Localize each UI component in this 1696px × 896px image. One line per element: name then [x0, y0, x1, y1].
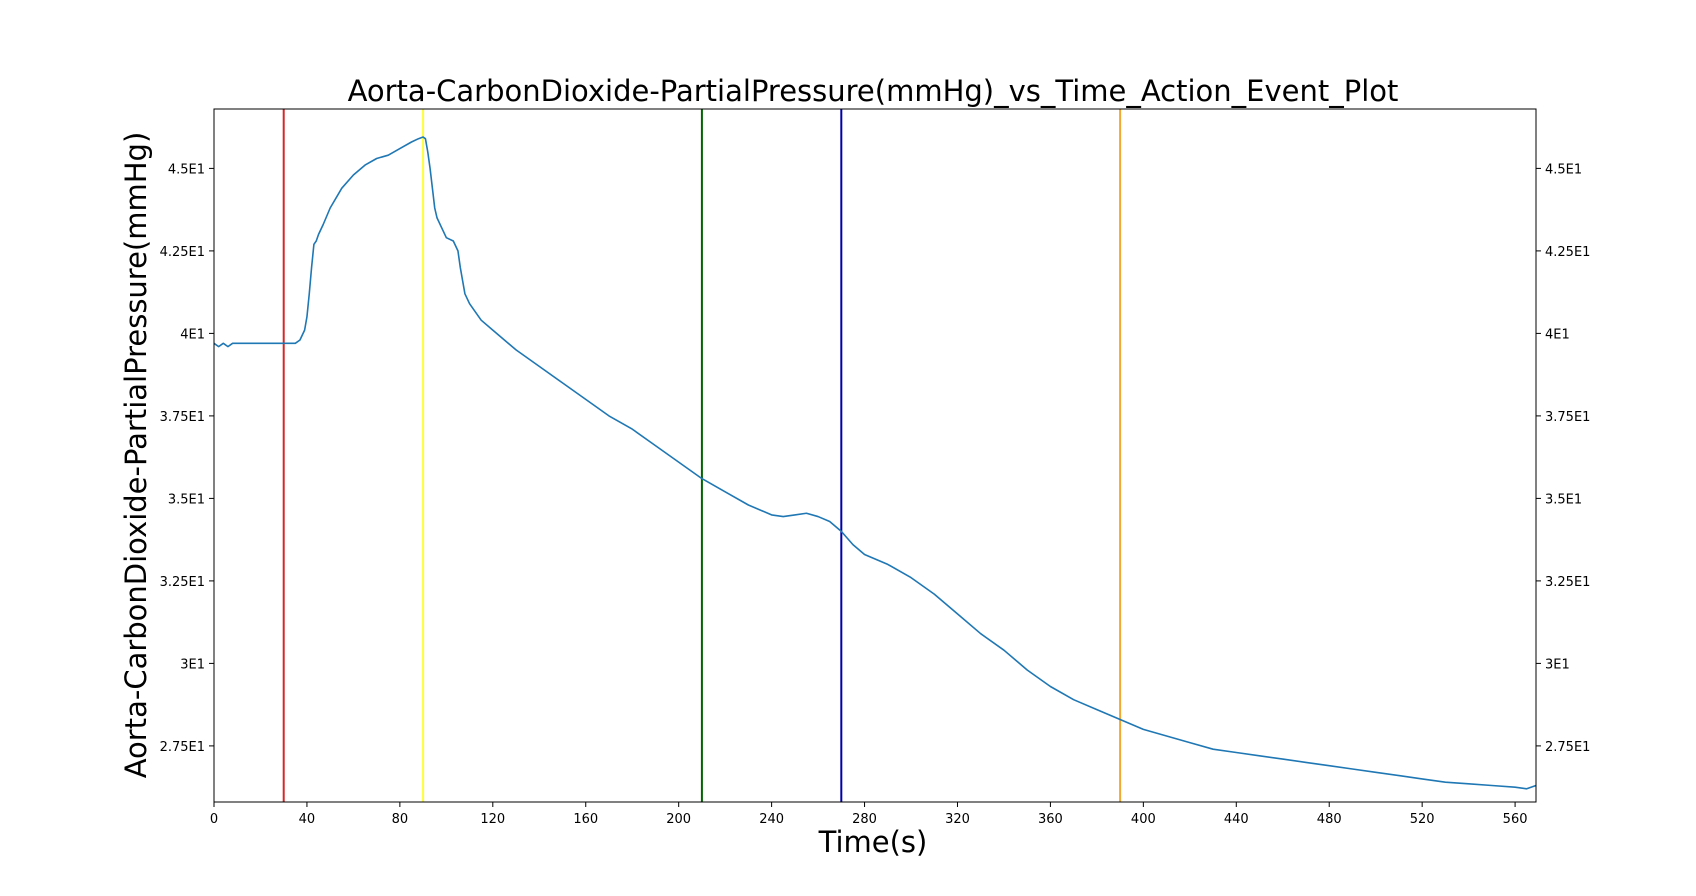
- x-tick-label: 120: [480, 812, 505, 827]
- y-tick-label-left: 4.25E1: [160, 245, 205, 260]
- y-tick-label-left: 3.75E1: [160, 410, 205, 425]
- x-tick-label: 360: [1038, 812, 1063, 827]
- chart-title: Aorta-CarbonDioxide-PartialPressure(mmHg…: [348, 74, 1399, 108]
- plot-area: 0 40 80 120 160 200 240 280 320 360 400 440 480 520 56…: [160, 108, 1590, 827]
- x-tick-label: 480: [1317, 812, 1342, 827]
- x-tick-label: 440: [1224, 812, 1249, 827]
- x-tick-label: 320: [945, 812, 970, 827]
- y-tick-label-right: 3E1: [1545, 657, 1570, 672]
- y-tick-label-right: 3.5E1: [1545, 492, 1582, 507]
- x-tick-label: 520: [1410, 812, 1435, 827]
- y-tick-label-left: 2.75E1: [160, 740, 205, 755]
- x-tick-label: 0: [210, 812, 218, 827]
- y-tick-label-right: 4E1: [1545, 327, 1570, 342]
- x-tick-label: 40: [299, 812, 316, 827]
- y-tick-label-left: 4.5E1: [168, 162, 205, 177]
- x-tick-label: 400: [1131, 812, 1156, 827]
- x-tick-label: 280: [852, 812, 877, 827]
- x-tick-label: 80: [392, 812, 409, 827]
- plot-frame: [213, 108, 1537, 803]
- x-axis-label: Time(s): [818, 825, 928, 859]
- y-tick-label-right: 4.5E1: [1545, 162, 1582, 177]
- y-axis-label: Aorta-CarbonDioxide-PartialPressure(mmHg…: [119, 132, 153, 779]
- y-tick-label-right: 2.75E1: [1545, 740, 1590, 755]
- y-tick-label-right: 4.25E1: [1545, 245, 1590, 260]
- y-tick-label-left: 4E1: [180, 327, 205, 342]
- x-tick-label: 240: [759, 812, 784, 827]
- x-tick-label: 160: [573, 812, 598, 827]
- series-line-1: [213, 136, 1537, 790]
- y-tick-label-right: 3.25E1: [1545, 575, 1590, 590]
- y-tick-label-left: 3.5E1: [168, 492, 205, 507]
- y-tick-label-right: 3.75E1: [1545, 410, 1590, 425]
- y-tick-label-left: 3E1: [180, 657, 205, 672]
- x-tick-label: 560: [1503, 812, 1528, 827]
- x-tick-label: 200: [666, 812, 691, 827]
- y-tick-label-left: 3.25E1: [160, 575, 205, 590]
